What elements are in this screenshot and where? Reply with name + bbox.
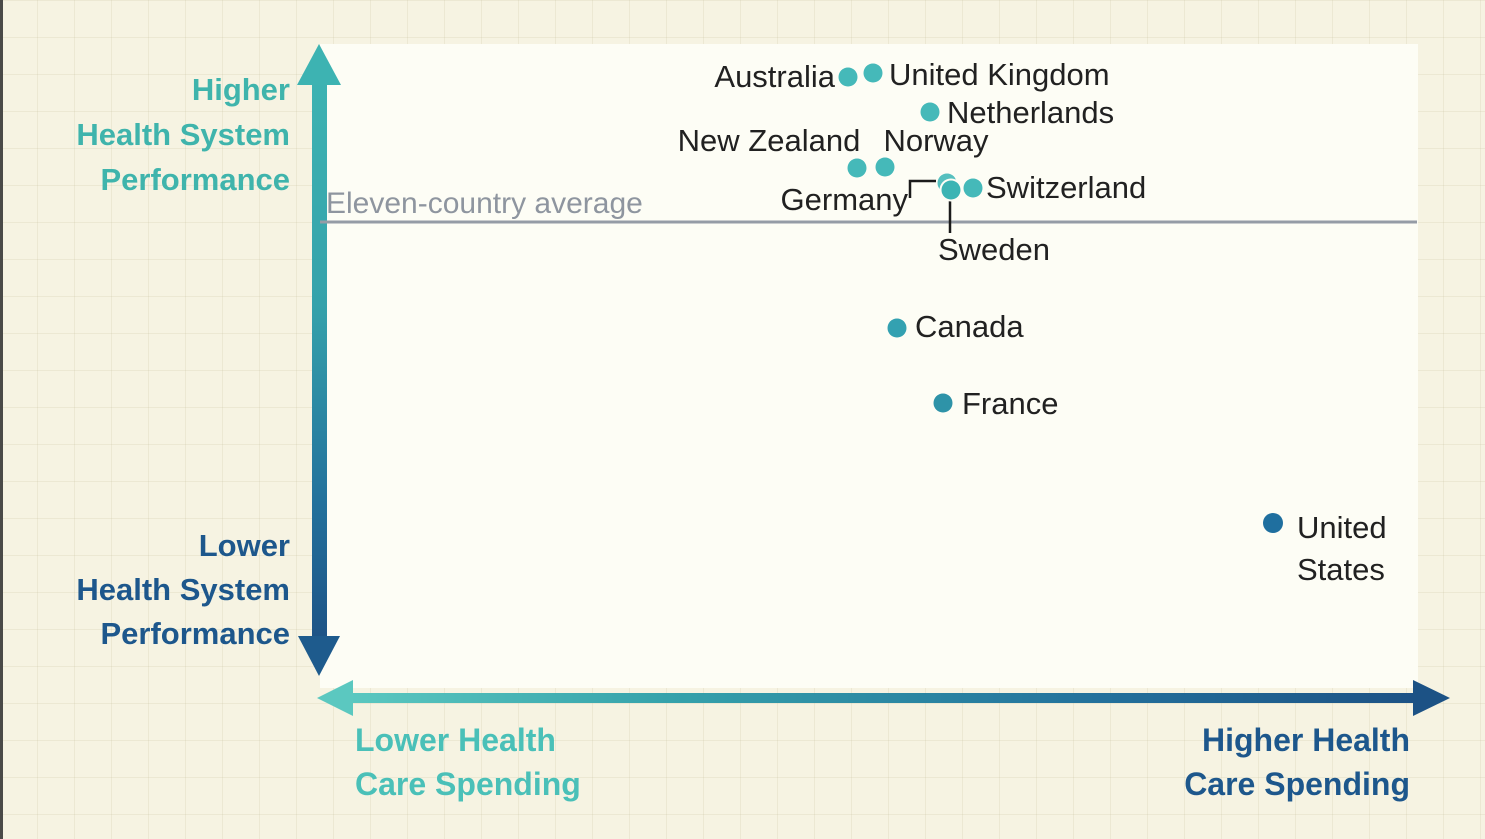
reference-line-label: Eleven-country average (326, 187, 643, 220)
left-arrowhead-icon (317, 680, 353, 716)
label-switzerland: Switzerland (986, 170, 1147, 205)
label-united-states: United States (1297, 510, 1387, 587)
y-low-line-1: Lower (198, 528, 290, 563)
y-high-line-3: Performance (100, 162, 290, 197)
down-arrowhead-icon (298, 636, 340, 676)
y-low-line-3: Performance (100, 616, 290, 651)
dot-france (933, 393, 953, 413)
x-axis-low-label: Lower Health Care Spending (355, 718, 581, 806)
label-germany: Germany (780, 182, 908, 217)
plot-area (320, 44, 1418, 688)
label-sweden: Sweden (937, 232, 1051, 267)
x-low-line-1: Lower Health (355, 722, 556, 758)
label-norway: Norway (883, 123, 989, 158)
right-arrowhead-icon (1413, 680, 1450, 716)
label-australia: Australia (714, 59, 835, 94)
label-united-kingdom: United Kingdom (889, 57, 1110, 92)
dot-switzerland (963, 178, 983, 198)
y-axis-low-label: Lower Health System Performance (76, 524, 290, 656)
label-netherlands: Netherlands (947, 95, 1115, 130)
label-canada: Canada (915, 309, 1024, 344)
label-france: France (962, 386, 1059, 421)
horizontal-axis-shaft (348, 693, 1415, 703)
dot-canada (887, 318, 907, 338)
dot-united-states (1263, 513, 1283, 533)
x-high-line-1: Higher Health (1201, 722, 1410, 758)
dot-united-kingdom (863, 63, 883, 83)
x-low-line-2: Care Spending (355, 766, 581, 802)
label-new-zealand: New Zealand (677, 123, 861, 158)
y-low-line-2: Health System (76, 572, 290, 607)
x-high-line-2: Care Spending (1184, 766, 1410, 802)
dot-norway (875, 157, 895, 177)
y-axis-high-label: Higher Health System Performance (76, 67, 290, 202)
left-edge-border (0, 0, 3, 839)
dot-netherlands (920, 102, 940, 122)
y-high-line-2: Health System (76, 117, 290, 152)
up-arrowhead-icon (297, 44, 341, 85)
dot-new-zealand (847, 158, 867, 178)
x-axis-high-label: Higher Health Care Spending (1184, 718, 1410, 806)
vertical-axis-shaft (312, 78, 327, 644)
germany-callout-line (908, 179, 936, 198)
y-high-line-1: Higher (191, 72, 290, 107)
dot-australia (838, 67, 858, 87)
dot-sweden (941, 180, 961, 200)
